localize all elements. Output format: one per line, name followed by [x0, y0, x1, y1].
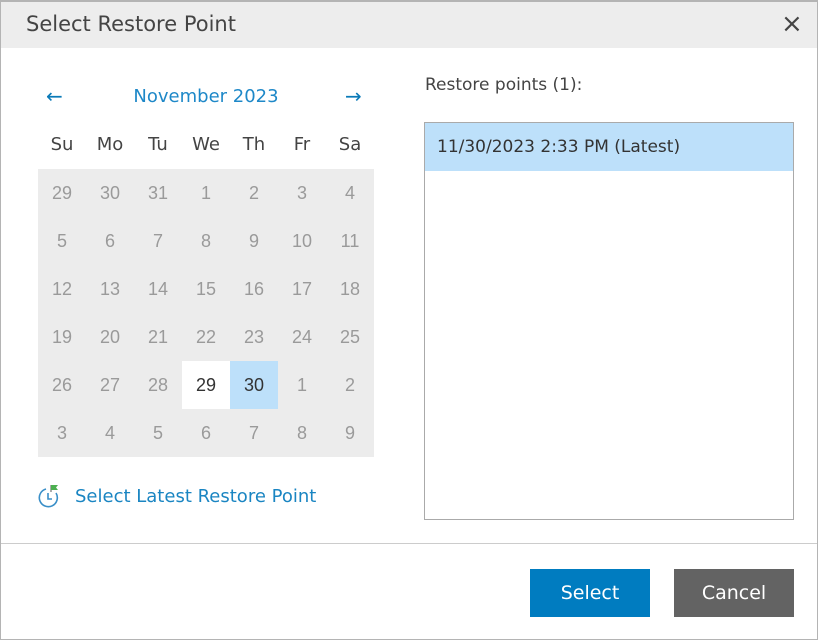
calendar-day[interactable]: 27: [99, 375, 121, 395]
month-label: November 2023: [133, 86, 279, 107]
calendar-day[interactable]: 24: [291, 327, 313, 347]
calendar-day[interactable]: 1: [296, 375, 307, 395]
calendar-day[interactable]: 3: [296, 183, 307, 203]
weekday-header: We: [192, 134, 220, 155]
calendar-day[interactable]: 3: [56, 423, 67, 443]
calendar-day[interactable]: 16: [243, 279, 265, 299]
calendar-day[interactable]: 30: [230, 361, 278, 409]
calendar-day[interactable]: 7: [248, 423, 259, 443]
restore-points-label: Restore points (1):: [425, 75, 583, 95]
calendar-day[interactable]: 13: [99, 279, 121, 299]
select-button[interactable]: Select: [530, 569, 650, 617]
calendar-day[interactable]: 23: [243, 327, 265, 347]
weekday-header: Fr: [293, 134, 311, 155]
weekday-header: Tu: [148, 134, 168, 155]
calendar-day[interactable]: 22: [195, 327, 217, 347]
calendar-day[interactable]: 25: [339, 327, 361, 347]
calendar-day[interactable]: 4: [344, 183, 355, 203]
calendar-day[interactable]: 9: [344, 423, 355, 443]
calendar-day[interactable]: 17: [291, 279, 313, 299]
calendar-day[interactable]: 5: [56, 231, 67, 251]
calendar-day[interactable]: 8: [200, 231, 211, 251]
calendar-day[interactable]: 20: [99, 327, 121, 347]
weekday-header: Th: [242, 134, 266, 155]
calendar-day[interactable]: 14: [147, 279, 169, 299]
calendar-day[interactable]: 15: [195, 279, 217, 299]
clock-flag-icon: [38, 485, 59, 508]
calendar-day[interactable]: 9: [248, 231, 259, 251]
cancel-button[interactable]: Cancel: [674, 569, 794, 617]
calendar-day[interactable]: 11: [340, 231, 360, 251]
calendar-day[interactable]: 30: [99, 183, 121, 203]
calendar-day[interactable]: 4: [104, 423, 115, 443]
calendar-day[interactable]: 21: [147, 327, 169, 347]
calendar-grid: 29 30 31 1 2 3 4 5 6 7 8 9 10 11 12 13 14 15 16 17 18 19 20 21 2…: [38, 169, 374, 457]
select-latest-restore-point-link[interactable]: Select Latest Restore Point: [37, 484, 316, 508]
weekday-header: Su: [50, 134, 74, 155]
restore-point-item[interactable]: 11/30/2023 2:33 PM (Latest): [425, 123, 793, 171]
weekday-header: Mo: [96, 134, 124, 155]
calendar-day[interactable]: 2: [248, 183, 259, 203]
calendar-day[interactable]: 19: [51, 327, 73, 347]
calendar-day[interactable]: 26: [51, 375, 73, 395]
close-icon[interactable]: ×: [781, 9, 803, 39]
calendar-day[interactable]: 31: [147, 183, 169, 203]
calendar-day[interactable]: 7: [152, 231, 163, 251]
weekday-header: Sa: [338, 134, 362, 155]
select-latest-label: Select Latest Restore Point: [75, 485, 317, 507]
title-bar: Select Restore Point ×: [1, 2, 817, 48]
footer-divider: [1, 543, 817, 544]
calendar-day[interactable]: 1: [200, 183, 211, 203]
calendar-day[interactable]: 10: [291, 231, 313, 251]
calendar-day[interactable]: 8: [296, 423, 307, 443]
calendar-day[interactable]: 29: [182, 361, 230, 409]
calendar-day[interactable]: 18: [339, 279, 361, 299]
calendar-day[interactable]: 29: [51, 183, 73, 203]
calendar-day[interactable]: 6: [200, 423, 211, 443]
prev-month-arrow-icon[interactable]: ←: [46, 84, 63, 108]
calendar-day[interactable]: 28: [147, 375, 169, 395]
dialog-title: Select Restore Point: [26, 12, 236, 36]
calendar-day[interactable]: 12: [51, 279, 73, 299]
next-month-arrow-icon[interactable]: →: [345, 84, 362, 108]
calendar-day[interactable]: 2: [344, 375, 355, 395]
restore-points-list[interactable]: 11/30/2023 2:33 PM (Latest): [424, 122, 794, 520]
calendar-day[interactable]: 5: [152, 423, 163, 443]
calendar-day[interactable]: 6: [104, 231, 115, 251]
